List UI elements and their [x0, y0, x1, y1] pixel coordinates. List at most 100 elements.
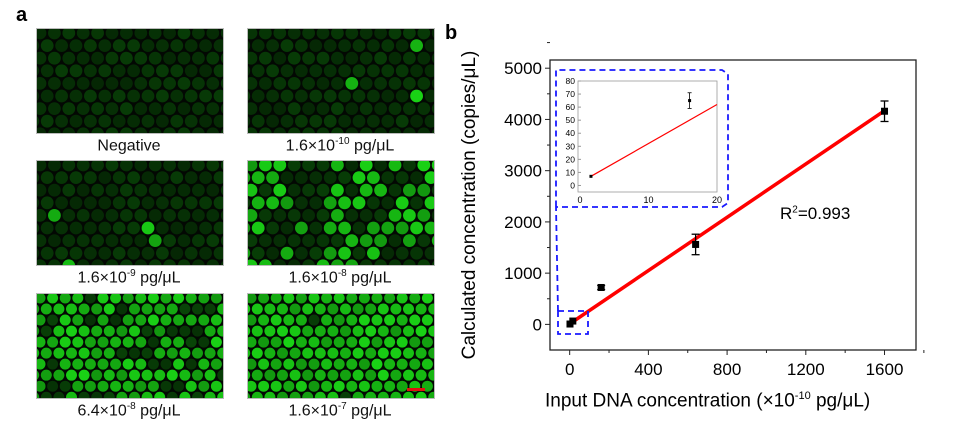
droplet	[69, 114, 83, 128]
scale-bar	[407, 388, 425, 391]
droplet	[91, 325, 103, 337]
droplet	[122, 358, 134, 370]
droplet	[345, 209, 359, 222]
droplet	[431, 260, 434, 265]
droplet	[302, 77, 315, 90]
micrograph-caption: 1.6×10-9 pg/μL	[36, 268, 222, 287]
droplet	[345, 183, 359, 197]
droplet	[129, 347, 140, 359]
droplet	[170, 196, 184, 210]
droplet	[76, 209, 90, 222]
droplet	[147, 336, 159, 348]
droplet	[264, 369, 276, 381]
droplet	[421, 294, 433, 304]
droplet	[340, 303, 351, 315]
droplet	[199, 89, 213, 103]
r-squared-annotation: R2=0.993	[780, 204, 850, 224]
droplet	[287, 102, 301, 115]
droplet	[53, 325, 65, 337]
droplet	[105, 51, 119, 65]
droplet	[345, 234, 359, 247]
droplet	[40, 196, 54, 210]
droplet	[185, 294, 197, 304]
droplet	[421, 336, 433, 348]
droplet	[359, 209, 373, 222]
droplet	[206, 29, 220, 40]
droplet	[302, 209, 315, 222]
droplet	[338, 89, 351, 103]
droplet	[166, 369, 178, 381]
droplet	[76, 51, 90, 65]
droplet	[365, 391, 377, 398]
droplet	[314, 347, 326, 359]
droplet	[390, 347, 402, 359]
droplet	[374, 29, 387, 40]
inset-y-tick-label: 0	[570, 180, 575, 190]
droplet	[97, 314, 109, 326]
droplet	[213, 39, 223, 52]
droplet	[259, 77, 272, 90]
droplet	[403, 234, 416, 247]
droplet	[388, 161, 402, 172]
droplet	[127, 114, 140, 128]
droplet	[120, 29, 133, 40]
droplet	[259, 183, 272, 197]
caption-part: pg/μL	[346, 402, 392, 420]
droplet	[198, 380, 210, 392]
droplet	[148, 234, 162, 247]
droplet	[141, 64, 155, 78]
droplet	[327, 325, 339, 337]
droplet	[72, 380, 84, 392]
droplet	[309, 221, 323, 235]
droplet	[359, 259, 373, 265]
droplet	[359, 102, 373, 115]
droplet	[248, 314, 257, 326]
droplet	[251, 369, 263, 381]
droplet	[431, 53, 434, 64]
droplet	[346, 294, 358, 304]
droplet	[309, 64, 323, 78]
droplet	[91, 29, 104, 40]
droplet	[59, 380, 71, 392]
droplet	[37, 326, 40, 336]
droplet	[358, 336, 370, 348]
droplet	[280, 171, 294, 184]
droplet	[321, 314, 333, 326]
droplet	[415, 303, 427, 315]
droplet	[76, 29, 90, 40]
droplet	[352, 369, 364, 381]
droplet	[62, 29, 76, 40]
droplet	[374, 209, 387, 222]
droplet	[424, 114, 434, 128]
droplet	[156, 246, 169, 260]
droplet	[134, 102, 148, 115]
droplet	[367, 196, 380, 210]
droplet	[84, 358, 96, 370]
droplet	[259, 161, 272, 172]
droplet	[37, 248, 40, 259]
droplet	[287, 51, 301, 65]
droplet	[338, 221, 351, 235]
droplet	[53, 303, 65, 315]
droplet	[273, 127, 287, 133]
droplet	[213, 114, 223, 128]
droplet	[323, 221, 337, 235]
droplet	[417, 161, 431, 172]
droplet	[340, 347, 351, 359]
droplet	[424, 246, 434, 260]
droplet	[72, 294, 84, 304]
droplet	[409, 294, 421, 304]
droplet	[316, 51, 330, 65]
droplet	[213, 171, 223, 184]
micrograph-5	[247, 293, 435, 399]
micrograph-caption: Negative	[36, 136, 222, 155]
droplet	[116, 303, 128, 315]
droplet	[84, 380, 96, 392]
droplet	[134, 29, 148, 40]
droplet	[112, 171, 126, 184]
droplet	[84, 196, 97, 210]
droplet	[333, 336, 345, 348]
droplet	[206, 127, 220, 133]
droplet	[134, 259, 148, 265]
droplet	[192, 51, 205, 65]
